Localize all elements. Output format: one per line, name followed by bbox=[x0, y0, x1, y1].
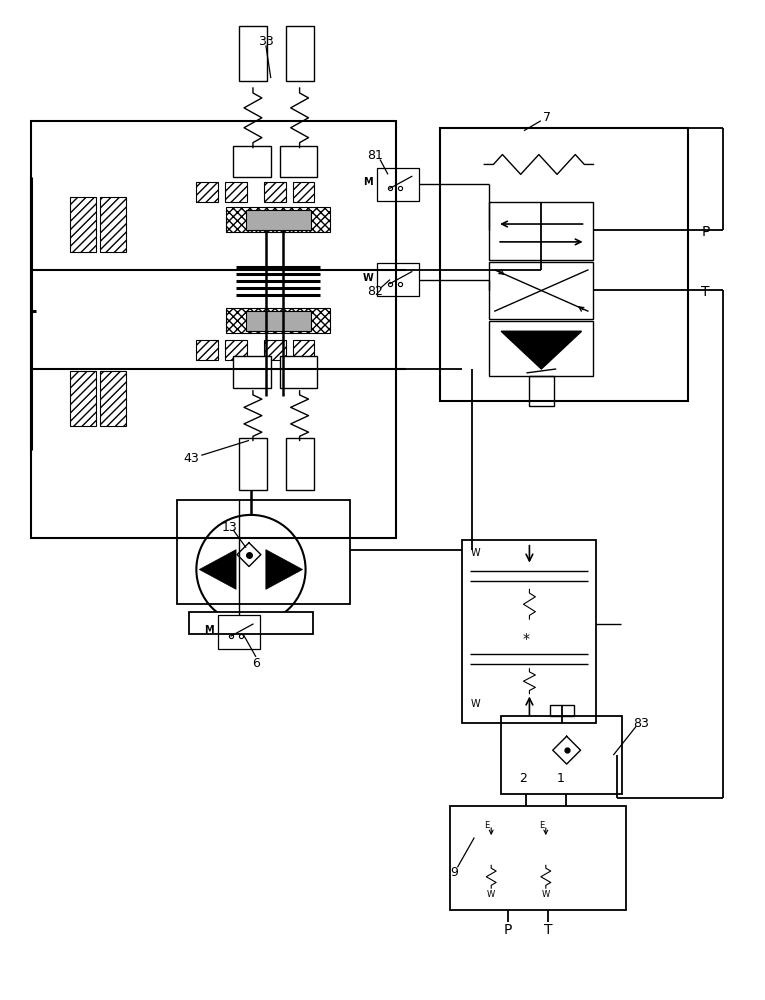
Bar bbox=[450, 806, 627, 910]
Bar bbox=[100, 371, 126, 426]
Text: 43: 43 bbox=[184, 452, 199, 465]
Bar bbox=[280, 146, 317, 177]
Text: 33: 33 bbox=[258, 35, 274, 48]
Bar bbox=[246, 210, 311, 230]
Bar bbox=[239, 26, 267, 81]
Bar bbox=[285, 26, 314, 81]
Text: T: T bbox=[702, 285, 710, 299]
Bar bbox=[501, 716, 622, 794]
Text: 7: 7 bbox=[543, 111, 551, 124]
Text: 2: 2 bbox=[519, 772, 527, 785]
Text: 1: 1 bbox=[557, 772, 565, 785]
Bar bbox=[264, 340, 285, 360]
Text: W: W bbox=[470, 548, 480, 558]
Bar bbox=[225, 182, 247, 202]
Bar bbox=[218, 615, 260, 649]
Bar bbox=[440, 128, 688, 401]
Bar bbox=[490, 321, 594, 376]
Bar bbox=[490, 262, 594, 319]
Text: M: M bbox=[204, 625, 214, 635]
Text: 83: 83 bbox=[633, 717, 649, 730]
Text: T: T bbox=[544, 923, 552, 937]
Bar bbox=[246, 311, 311, 331]
Bar bbox=[197, 182, 218, 202]
Bar bbox=[190, 612, 313, 634]
Bar bbox=[264, 182, 285, 202]
Bar bbox=[280, 356, 317, 388]
Bar bbox=[377, 263, 418, 296]
Text: P: P bbox=[504, 923, 513, 937]
Text: W: W bbox=[487, 890, 495, 899]
Text: 82: 82 bbox=[367, 285, 383, 298]
Bar bbox=[293, 182, 314, 202]
Text: W: W bbox=[470, 699, 480, 709]
Text: W: W bbox=[363, 273, 373, 283]
Text: P: P bbox=[702, 225, 710, 239]
Text: 9: 9 bbox=[451, 866, 458, 879]
Bar bbox=[197, 340, 218, 360]
Text: 81: 81 bbox=[367, 149, 383, 162]
Text: W: W bbox=[542, 890, 550, 899]
Polygon shape bbox=[501, 331, 581, 369]
Bar bbox=[70, 371, 96, 426]
Bar bbox=[239, 438, 267, 490]
Polygon shape bbox=[266, 550, 303, 589]
Polygon shape bbox=[200, 550, 236, 589]
Bar bbox=[70, 197, 96, 252]
Bar bbox=[31, 121, 396, 538]
Text: E: E bbox=[484, 821, 490, 830]
Bar bbox=[490, 202, 594, 260]
Bar bbox=[293, 340, 314, 360]
Text: E: E bbox=[539, 821, 545, 830]
Bar bbox=[233, 356, 271, 388]
Bar bbox=[233, 146, 271, 177]
Bar bbox=[226, 308, 330, 333]
Bar bbox=[285, 438, 314, 490]
Bar bbox=[177, 500, 350, 604]
Bar bbox=[377, 168, 418, 201]
Bar bbox=[550, 705, 574, 716]
Bar bbox=[226, 207, 330, 232]
Bar bbox=[100, 197, 126, 252]
Text: 6: 6 bbox=[252, 657, 260, 670]
Bar bbox=[462, 540, 597, 723]
Text: 13: 13 bbox=[221, 521, 237, 534]
Text: *: * bbox=[523, 632, 530, 646]
Text: M: M bbox=[363, 177, 373, 187]
Bar bbox=[225, 340, 247, 360]
Bar bbox=[529, 376, 554, 406]
